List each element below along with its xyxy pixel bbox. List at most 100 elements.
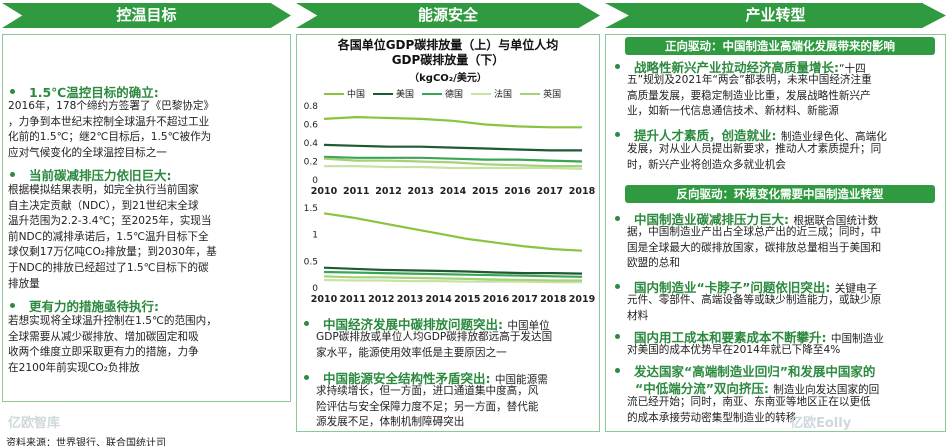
bullet-icon: [304, 375, 309, 380]
section-title-text: 中国能源安全结构性矛盾突出:: [323, 371, 491, 386]
legend-swatch: [520, 92, 541, 95]
panel-box: [2, 34, 291, 402]
legend-item: 德国: [422, 87, 463, 100]
text-line: 家水平，能源使用效率低是主要原因之一: [316, 346, 507, 359]
inline-text: “十四: [839, 63, 866, 75]
section-title: 当前碳减排压力依旧巨大:: [10, 165, 172, 184]
text-line: 化前的1.5℃；继2℃目标后，1.5℃被作为: [8, 131, 212, 144]
panel-header: 控温目标: [2, 3, 291, 28]
text-line: 球仅剩17万亿吨CO₂排放量；到2030年，基: [8, 246, 217, 259]
positive-driver-header: 正向驱动：中国制造业高端化发展带来的影响: [625, 37, 935, 55]
y-tick-label: 0.2: [304, 158, 318, 168]
section-body: 对美国的成本优势早在2014年就已下降至4%: [627, 343, 943, 359]
text-line: 据，中国制造业产出占全球总产出的近三成；同时，中: [627, 226, 882, 238]
x-tick-label: 2011: [339, 294, 365, 305]
section-title-text: 战略性新兴产业拉动经济高质量增长:: [634, 60, 839, 75]
text-line: 时，新兴产业将创造众多就业机会: [627, 158, 786, 171]
x-tick-label: 2014: [440, 186, 467, 197]
x-tick-label: 2014: [425, 294, 452, 305]
text-line: 流已经开始；同时，南亚、东南亚等地区正在以更低: [627, 396, 871, 408]
legend-item: 法国: [471, 87, 512, 100]
legend-item: 英国: [520, 87, 561, 100]
x-tick-label: 2012: [368, 294, 394, 305]
text-line: GDP碳排放或单位人均GDP碳排放都远高于发达国: [316, 331, 553, 343]
series-line-中国: [323, 212, 583, 252]
series-line-法国: [324, 164, 583, 170]
legend-label: 美国: [396, 90, 415, 100]
panel-header: 能源安全: [296, 3, 600, 28]
legend-label: 德国: [445, 90, 464, 100]
section-title-text: 更有力的措施亟待执行:: [29, 299, 159, 314]
text-line: 2016年，178个缔约方签署了《巴黎协定》: [8, 100, 215, 112]
section-title: 国内用工成本和要素成本不断攀升: 中国制造业: [615, 327, 884, 346]
y-tick-label: 1.5: [304, 204, 318, 214]
section-title-text: 1.5℃温控目标的确立:: [29, 85, 159, 100]
series-line-德国: [323, 270, 583, 278]
section-title: 战略性新兴产业拉动经济高质量增长:“十四: [615, 57, 866, 76]
section-title-text: 中国经济发展中碳排放问题突出:: [323, 317, 503, 332]
section-body: 若想实现将全球温升控制在1.5℃的范围内， 全球需要从减少碳排放、增加碳固定和吸…: [8, 314, 288, 376]
bullet-icon: [10, 303, 15, 308]
text-line: 高质量发展，要稳定制造业比重，发展战略性新兴产: [627, 89, 871, 102]
panel-box: [605, 34, 946, 432]
x-tick-label: 2012: [375, 186, 401, 197]
panel-industrial-transformation: 产业转型 正向驱动：中国制造业高端化发展带来的影响 战略性新兴产业拉动经济高质量…: [605, 0, 946, 433]
text-line: 在2100年前实现CO₂负排放: [8, 361, 140, 374]
text-line: 对美国的成本优势早在2014年就已下降至4%: [627, 344, 841, 356]
text-line: 前NDC的减排承诺后，1.5℃温升目标下全: [8, 230, 209, 243]
x-tick-label: 2018: [540, 294, 567, 305]
y-tick-label: 0.4: [304, 139, 319, 149]
bullet-icon: [615, 64, 620, 69]
section-body: GDP碳排放或单位人均GDP碳排放都远高于发达国 家水平，能源使用效率低是主要原…: [316, 330, 598, 361]
y-tick-label: 0.8: [304, 102, 319, 112]
x-tick-label: 2019: [569, 294, 595, 305]
x-tick-label: 2018: [569, 186, 596, 197]
negative-driver-header: 反向驱动：环境变化需要中国制造业转型: [625, 185, 935, 203]
section-title-continued: “中低端分流”双向挤压: 制造业向发达国家的回: [635, 378, 879, 397]
legend-item: 美国: [373, 87, 414, 100]
legend-label: 英国: [543, 90, 562, 100]
inline-text: 根据联合国统计数: [793, 215, 879, 227]
x-tick-label: 2017: [537, 186, 563, 197]
x-tick-label: 2010: [311, 186, 338, 197]
section-title-text: 提升人才素质，创造就业:: [634, 128, 777, 143]
bullet-icon: [615, 132, 620, 137]
series-line-美国: [323, 266, 583, 275]
text-line: 五”规划及2021年“两会”都表明，未来中国经济注重: [627, 74, 872, 86]
inline-text: 关键电子: [834, 283, 878, 295]
y-tick-label: 1: [312, 231, 318, 241]
x-tick-label: 2016: [504, 186, 531, 197]
series-line-美国: [323, 143, 582, 152]
watermark-logo: 亿欧Eolly: [790, 416, 852, 431]
x-tick-label: 2017: [511, 294, 537, 305]
section-body: 2016年，178个缔约方签署了《巴黎协定》 ，力争到本世纪末控制全球温升不超过…: [8, 99, 288, 161]
y-tick-label: 0.5: [304, 257, 318, 267]
section-body: 求持续增长，但一方面，进口通道集中度高，风 险评估与安全保障力度不足；另一方面，…: [316, 384, 598, 431]
text-line: 排放量: [8, 277, 40, 290]
section-body: 五”规划及2021年“两会”都表明，未来中国经济注重 高质量发展，要稳定制造业比…: [627, 73, 943, 120]
text-line: 欧盟的总和: [627, 257, 680, 270]
section-title-text: 国内制造业“卡脖子”问题依旧突出:: [634, 280, 831, 295]
legend-swatch: [471, 92, 492, 95]
text-line: 于NDC的排放已经超过了1.5℃目标下的碳: [8, 261, 209, 274]
section-body: 元件、零部件、高端设备等或缺少制造能力，或缺少原 材料: [627, 293, 943, 324]
panel-header: 产业转型: [605, 3, 946, 28]
section-title: 更有力的措施亟待执行:: [10, 296, 159, 315]
legend-swatch: [324, 92, 344, 95]
panel-temperature-control: 控温目标 1.5℃温控目标的确立: 2016年，178个缔约方签署了《巴黎协定》…: [2, 0, 291, 433]
text-line: 材料: [627, 309, 649, 322]
series-line-法国: [323, 278, 582, 284]
text-line: 温升范围为2.2-3.4℃；至2025年，实现当: [8, 215, 212, 228]
bullet-icon: [304, 321, 309, 326]
chart-title-line-2: GDP碳排放量（下）: [391, 53, 505, 67]
bullet-icon: [615, 216, 620, 221]
text-line: 国是全球最大的碳排放国家，碳排放总量相当于美国和: [627, 241, 882, 254]
y-tick-label: 0: [312, 176, 318, 186]
section-title-text: 发达国家“高端制造业回归”和发展中国家的: [634, 364, 876, 379]
legend-label: 中国: [347, 90, 366, 100]
series-line-德国: [323, 155, 583, 163]
bullet-icon: [10, 172, 15, 177]
inline-text: 制造业向发达国家的回: [773, 384, 880, 396]
y-tick-label: 0.6: [304, 121, 319, 131]
